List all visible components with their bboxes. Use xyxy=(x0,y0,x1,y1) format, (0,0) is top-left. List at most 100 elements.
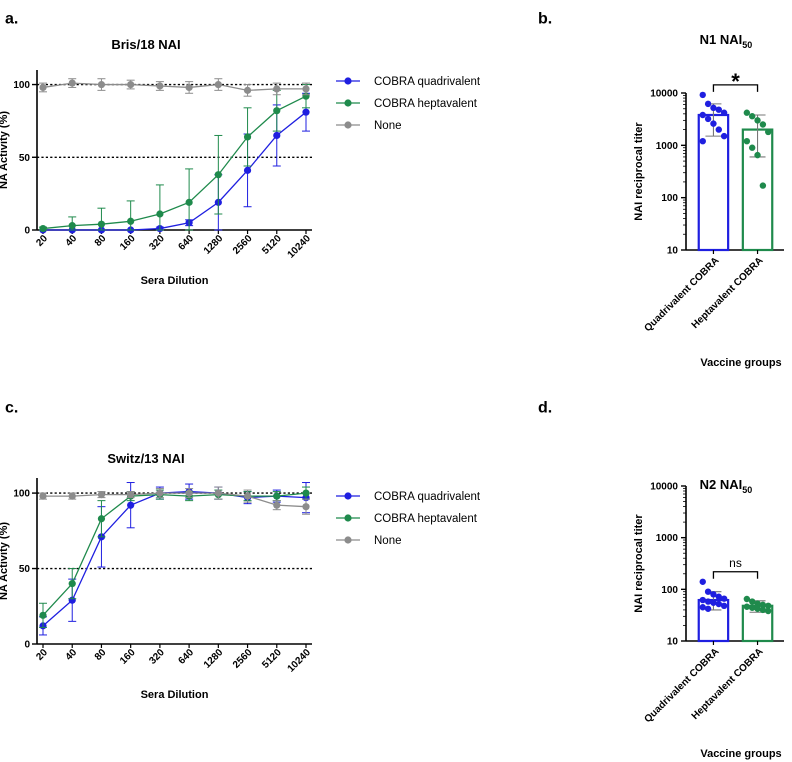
x-tick-label: 5120 xyxy=(260,233,284,257)
bar-group-quadrivalent-cobra xyxy=(697,91,730,252)
data-point xyxy=(214,80,222,89)
legend-label: None xyxy=(374,535,402,547)
y-tick-label: 10000 xyxy=(650,482,678,493)
data-point xyxy=(743,109,751,116)
x-tick-label: Quadrivalent COBRA xyxy=(643,646,722,725)
panel-label: c. xyxy=(5,399,18,416)
data-point xyxy=(699,604,706,611)
data-point xyxy=(273,107,281,115)
series-cobra-quadrivalent xyxy=(39,92,310,234)
data-point xyxy=(743,137,751,145)
data-point xyxy=(273,501,281,509)
x-tick-label: 20 xyxy=(34,647,50,663)
data-point xyxy=(127,491,135,499)
data-point xyxy=(715,593,722,600)
data-point xyxy=(704,115,712,123)
y-tick-label: 0 xyxy=(24,226,30,237)
data-point xyxy=(720,602,728,610)
data-point xyxy=(214,489,222,497)
significance-bracket xyxy=(712,571,759,579)
legend-label: None xyxy=(374,120,402,132)
legend-marker xyxy=(344,492,352,500)
series-cobra-heptavalent xyxy=(39,84,310,233)
data-point xyxy=(273,492,281,500)
data-point xyxy=(699,578,706,585)
chart-title: Switz/13 NAI xyxy=(107,451,184,466)
legend-label: COBRA heptavalent xyxy=(374,98,478,110)
x-tick-label: 40 xyxy=(64,233,80,249)
data-point xyxy=(68,580,76,588)
line-chart-a: a. Bris/18 NAI 0 50 100 20 40 80 160 320 640 1280 25… xyxy=(0,10,481,287)
bar-group-heptavalent-cobra xyxy=(741,109,774,252)
x-tick-label: 160 xyxy=(118,233,138,253)
data-point xyxy=(97,491,106,499)
data-point xyxy=(748,598,756,605)
data-point xyxy=(185,198,193,206)
x-tick-label: 40 xyxy=(64,647,80,663)
y-axis-title: NAI reciprocal titer xyxy=(633,122,645,221)
data-point xyxy=(720,109,728,116)
data-point xyxy=(214,171,222,179)
y-tick-label: 1000 xyxy=(656,533,679,544)
significance-label: ns xyxy=(729,556,742,570)
legend-marker xyxy=(344,536,352,544)
data-point xyxy=(39,83,47,92)
data-point xyxy=(243,133,252,141)
data-point xyxy=(302,108,310,116)
data-point xyxy=(68,492,76,500)
data-point xyxy=(743,595,751,603)
legend-marker xyxy=(344,99,352,107)
data-point xyxy=(156,82,164,90)
significance-label: * xyxy=(731,69,740,94)
y-tick-label: 100 xyxy=(661,193,678,204)
data-point xyxy=(759,121,767,128)
data-point xyxy=(97,80,106,89)
data-point xyxy=(68,222,76,230)
data-point xyxy=(754,605,761,612)
data-point xyxy=(185,83,193,92)
panel-label: d. xyxy=(538,399,552,416)
data-point xyxy=(704,605,712,612)
data-point xyxy=(302,85,310,93)
data-point xyxy=(185,489,193,497)
x-axis-title: Vaccine groups xyxy=(700,357,781,369)
y-tick-label: 50 xyxy=(19,564,31,575)
data-point xyxy=(704,100,712,108)
data-point xyxy=(710,104,717,112)
data-point xyxy=(748,144,756,151)
chart-title-main: N2 NAI xyxy=(700,477,743,492)
data-point xyxy=(720,595,728,602)
series-none xyxy=(39,78,310,97)
series-line xyxy=(42,95,307,230)
y-tick-label: 0 xyxy=(24,640,30,651)
data-point xyxy=(127,217,135,225)
chart-title-subscript: 50 xyxy=(742,40,752,50)
data-point xyxy=(754,117,761,124)
data-point xyxy=(302,503,310,511)
data-point xyxy=(754,151,761,159)
y-axis-title: NAI reciprocal titer xyxy=(633,514,645,613)
bar-group-quadrivalent-cobra xyxy=(697,578,730,643)
series-line xyxy=(43,492,307,508)
legend-marker xyxy=(344,121,352,129)
legend-label: COBRA heptavalent xyxy=(374,513,478,525)
data-point xyxy=(699,137,706,145)
x-tick-label: 2560 xyxy=(231,647,255,671)
chart-title: N2 NAI50 xyxy=(700,477,753,495)
series-line xyxy=(42,490,307,627)
series-cobra-heptavalent xyxy=(39,486,310,628)
series-cobra-quadrivalent xyxy=(39,482,310,636)
data-point xyxy=(39,224,47,233)
chart-title-main: N1 NAI xyxy=(700,32,743,47)
bar-chart-d: d. N2 NAI50 10 100 1000 10000 NAI reciprocal t… xyxy=(538,399,784,760)
x-tick-label: 80 xyxy=(93,233,109,249)
y-tick-label: 100 xyxy=(13,80,30,91)
data-point xyxy=(39,492,47,500)
x-tick-label: 20 xyxy=(34,233,50,249)
x-tick-label: 640 xyxy=(177,647,197,667)
data-point xyxy=(39,611,47,619)
data-point xyxy=(699,111,706,119)
legend-marker xyxy=(344,77,352,85)
data-point xyxy=(759,606,767,614)
data-point xyxy=(243,86,252,94)
